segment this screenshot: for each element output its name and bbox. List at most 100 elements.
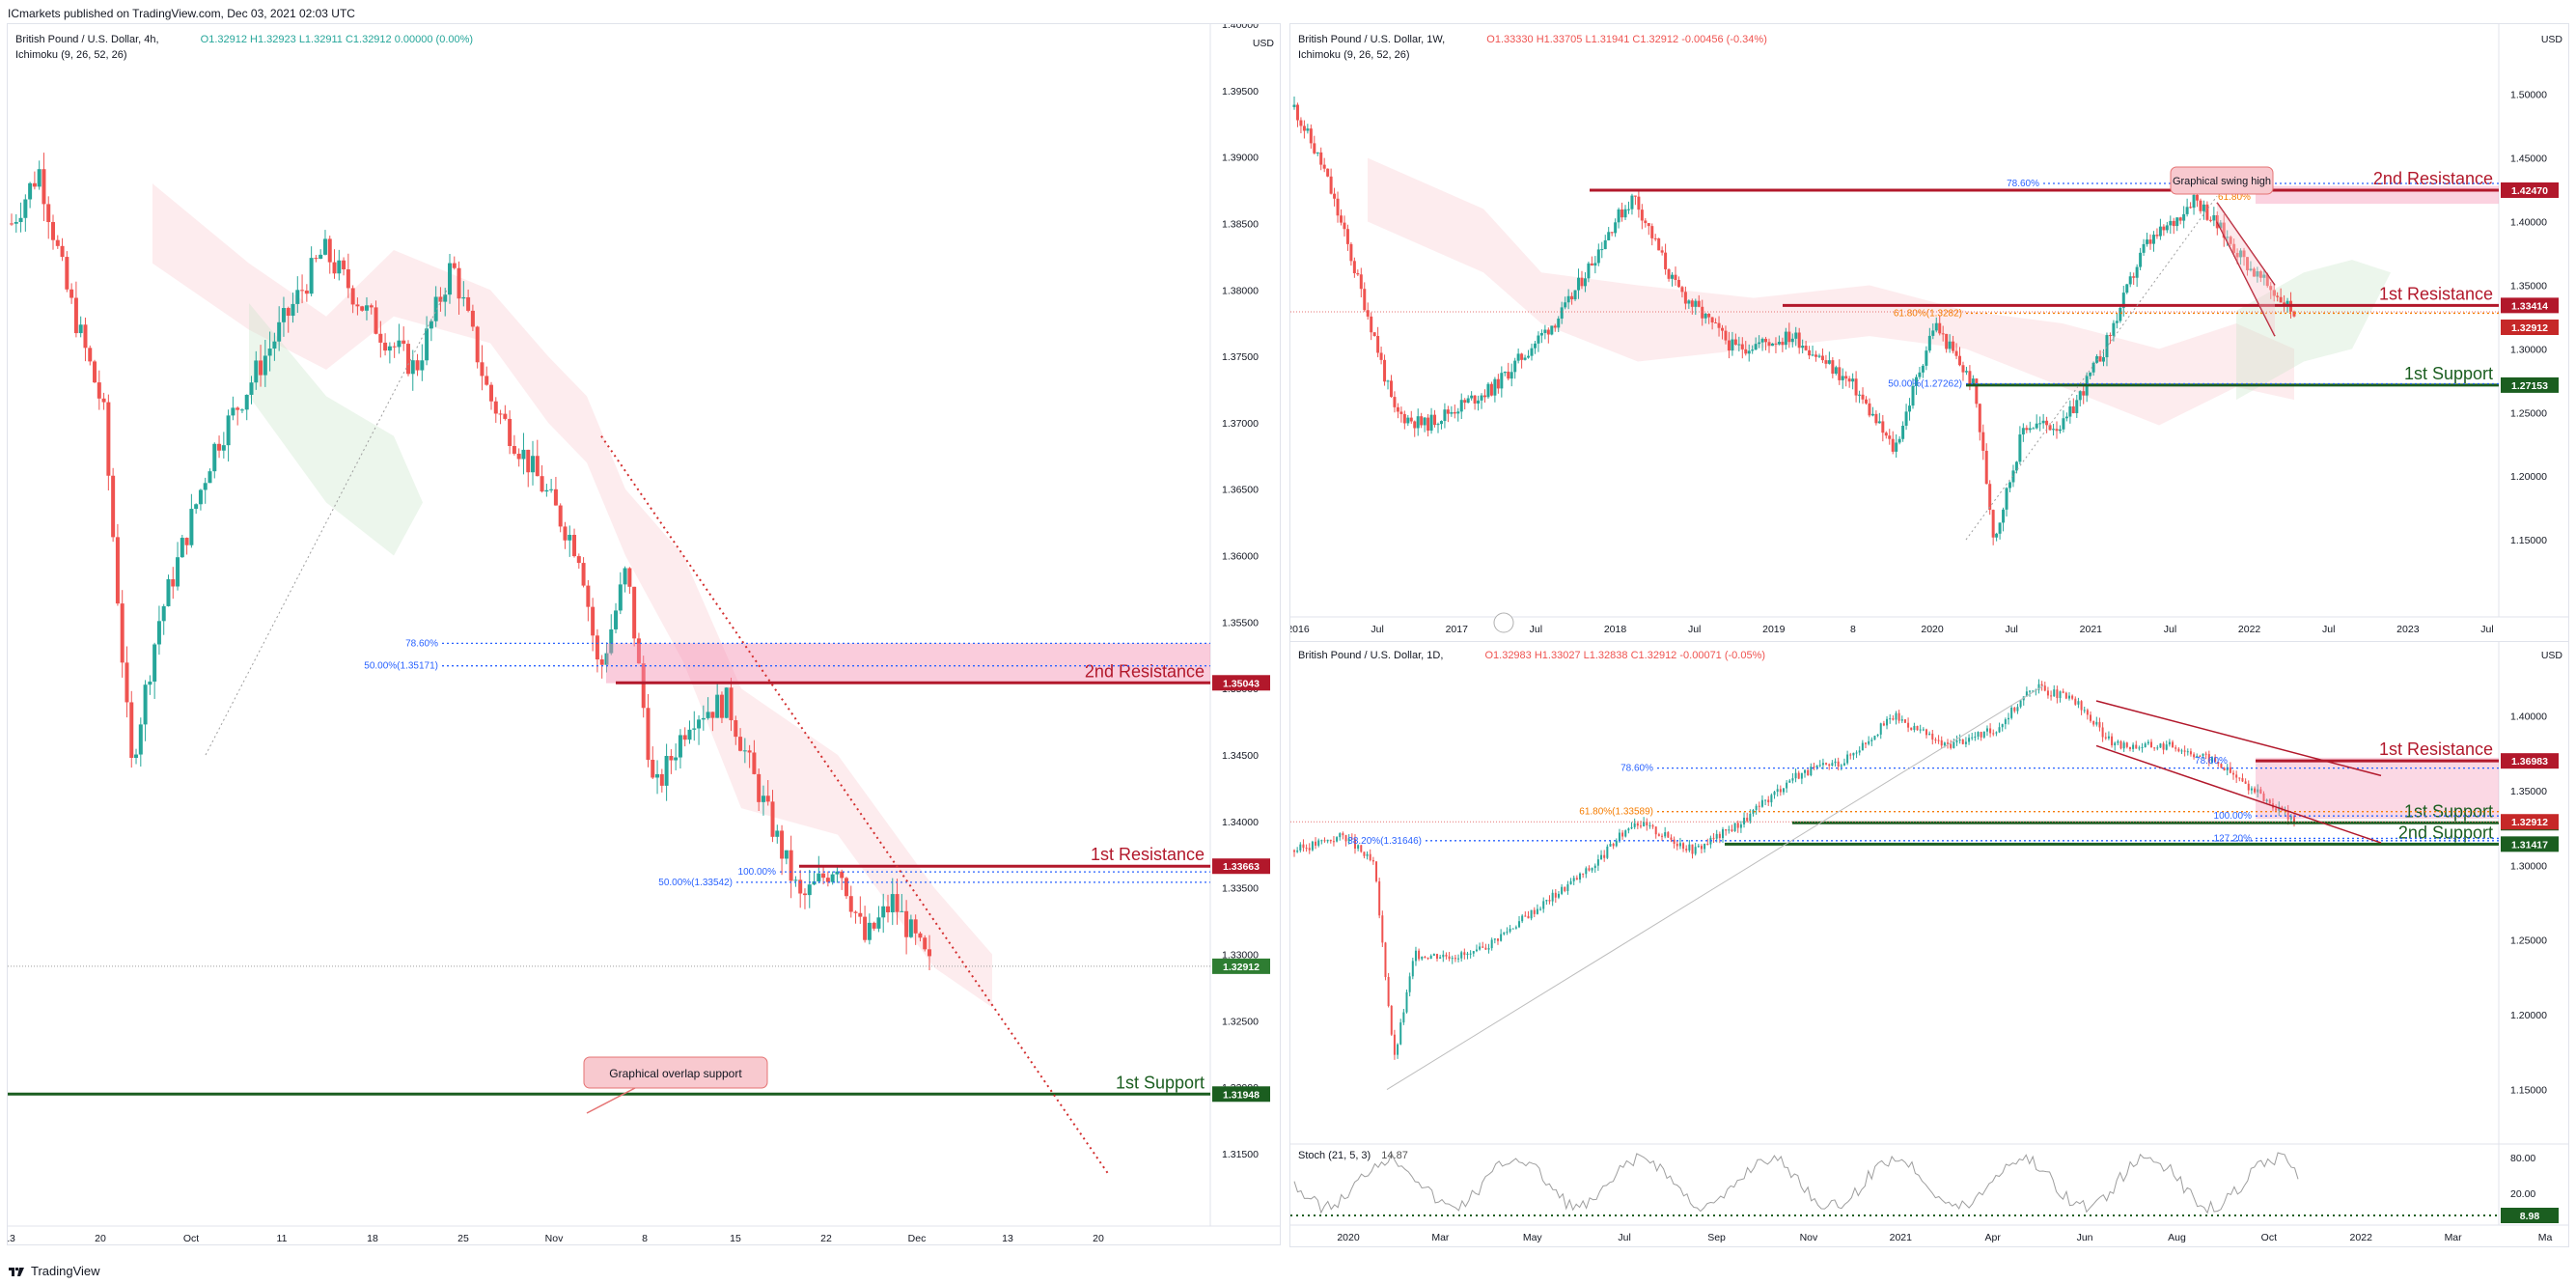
- candle-body: [10, 223, 14, 225]
- candle-body: [1593, 263, 1597, 266]
- candle-body: [1376, 336, 1380, 353]
- candle-body: [1821, 763, 1824, 766]
- candle-body: [1399, 411, 1403, 414]
- candle-body: [2112, 322, 2116, 336]
- fib-anchor-line: [205, 290, 448, 756]
- candle-body: [1846, 754, 1849, 764]
- x-tick-label: Jul: [1688, 624, 1701, 635]
- candle-body: [1393, 1034, 1396, 1055]
- candle-body: [184, 538, 189, 545]
- chart-4h-plot[interactable]: 1.40000 1.39500 1.39000 1.38500 1.38000 1.375…: [8, 24, 1280, 1244]
- candle-body: [503, 413, 508, 419]
- candle-body: [1873, 736, 1876, 740]
- y-tick-label: 1.40000: [1222, 24, 1259, 31]
- candle-body: [1678, 843, 1681, 847]
- candle-body: [1995, 732, 1998, 734]
- candle-body: [1524, 915, 1527, 917]
- footer-brand[interactable]: TradingView: [8, 1264, 100, 1278]
- x-tick-label: 2020: [1921, 624, 1944, 635]
- candle-body: [1454, 958, 1456, 960]
- candle-body: [1480, 395, 1483, 401]
- candle-body: [1347, 838, 1350, 842]
- candle-body: [1587, 263, 1591, 279]
- x-tick-label: 2022: [2238, 624, 2261, 635]
- candle-body: [392, 346, 397, 348]
- candle-body: [470, 310, 475, 327]
- candle-body: [1533, 909, 1536, 914]
- candle-body: [1349, 243, 1353, 262]
- chart-1w-plot[interactable]: 1.50000 1.45000 1.40000 1.35000 1.30000 1.250…: [1290, 24, 2568, 642]
- candle-body: [2059, 691, 2062, 699]
- x-tick-label: Dec: [908, 1233, 927, 1244]
- candle-body: [1536, 908, 1538, 914]
- candle-body: [1852, 752, 1855, 756]
- candle-body: [2254, 788, 2257, 793]
- candle-body: [2175, 217, 2179, 227]
- candle-body: [1728, 829, 1731, 831]
- candle-body: [2202, 204, 2205, 211]
- candle-body: [844, 878, 848, 897]
- chart-4h-panel[interactable]: British Pound / U.S. Dollar, 4h, O1.3291…: [7, 23, 1281, 1245]
- candle-body: [2089, 372, 2092, 377]
- candle-body: [1420, 416, 1424, 426]
- candle-body: [1831, 763, 1834, 767]
- candle-body: [405, 344, 410, 375]
- candle-body: [1837, 761, 1840, 767]
- candle-body: [1470, 395, 1474, 399]
- candle-body: [1554, 892, 1557, 898]
- candle-body: [1630, 826, 1633, 829]
- candle-body: [1842, 763, 1845, 766]
- candle-body: [1560, 307, 1564, 319]
- y-tick-label: 1.35000: [2510, 786, 2547, 797]
- candle-body: [466, 296, 471, 311]
- stoch-label: Stoch (21, 5, 3): [1298, 1150, 1371, 1161]
- candle-body: [1811, 354, 1814, 356]
- candle-body: [1573, 290, 1577, 300]
- candle-body: [1439, 957, 1442, 959]
- candle-body: [1575, 878, 1578, 880]
- y-tick-label: 1.50000: [2510, 90, 2547, 101]
- candle-body: [1414, 950, 1417, 962]
- chart-1d-plot[interactable]: 1.40000 1.35000 1.30000 1.25000 1.20000 1.150…: [1290, 642, 2568, 1246]
- candle-body: [1343, 222, 1346, 230]
- second-resistance-label: 2nd Resistance: [1085, 661, 1205, 681]
- x-tick-label: Jul: [1371, 624, 1383, 635]
- candle-body: [521, 449, 526, 460]
- candle-body: [2098, 721, 2101, 728]
- candle-body: [93, 361, 97, 383]
- candle-body: [1406, 417, 1410, 424]
- stoch-tick: 20.00: [2510, 1188, 2535, 1200]
- chart-1d-panel[interactable]: British Pound / U.S. Dollar, 1D, O1.3298…: [1289, 641, 2569, 1247]
- currency-label: USD: [2540, 650, 2562, 661]
- chart-1w-panel[interactable]: British Pound / U.S. Dollar, 1W, O1.3333…: [1289, 23, 2569, 643]
- candle-body: [558, 505, 563, 527]
- candle-body: [1940, 740, 1943, 746]
- candle-body: [1396, 406, 1399, 412]
- y-tick-label: 1.34000: [1222, 817, 1259, 828]
- candle-body: [221, 445, 226, 451]
- candle-body: [2092, 720, 2095, 725]
- candle-body: [1691, 844, 1694, 854]
- candle-body: [1370, 316, 1373, 333]
- candle-body: [687, 729, 692, 740]
- candle-body: [2265, 799, 2268, 801]
- candle-body: [1639, 825, 1642, 827]
- x-tick-label: 2022: [2350, 1232, 2373, 1243]
- candle-body: [729, 687, 734, 721]
- candle-body: [1680, 287, 1684, 293]
- candle-body: [1907, 722, 1910, 728]
- candle-body: [1523, 357, 1527, 360]
- candle-body: [1927, 335, 1931, 351]
- candle-body: [2014, 461, 2018, 471]
- candle-body: [1897, 438, 1901, 443]
- first-resistance-price-tag: [2501, 753, 2559, 769]
- candle-body: [664, 756, 669, 786]
- candle-body: [2151, 235, 2155, 244]
- candle-body: [1409, 417, 1413, 422]
- candle-body: [2095, 356, 2099, 363]
- candle-body: [1386, 380, 1390, 382]
- candle-body: [1725, 828, 1728, 831]
- candle-body: [1938, 322, 1942, 334]
- candle-body: [2083, 710, 2086, 712]
- fib-50-label: 50.00%(1.27262): [1888, 378, 1962, 389]
